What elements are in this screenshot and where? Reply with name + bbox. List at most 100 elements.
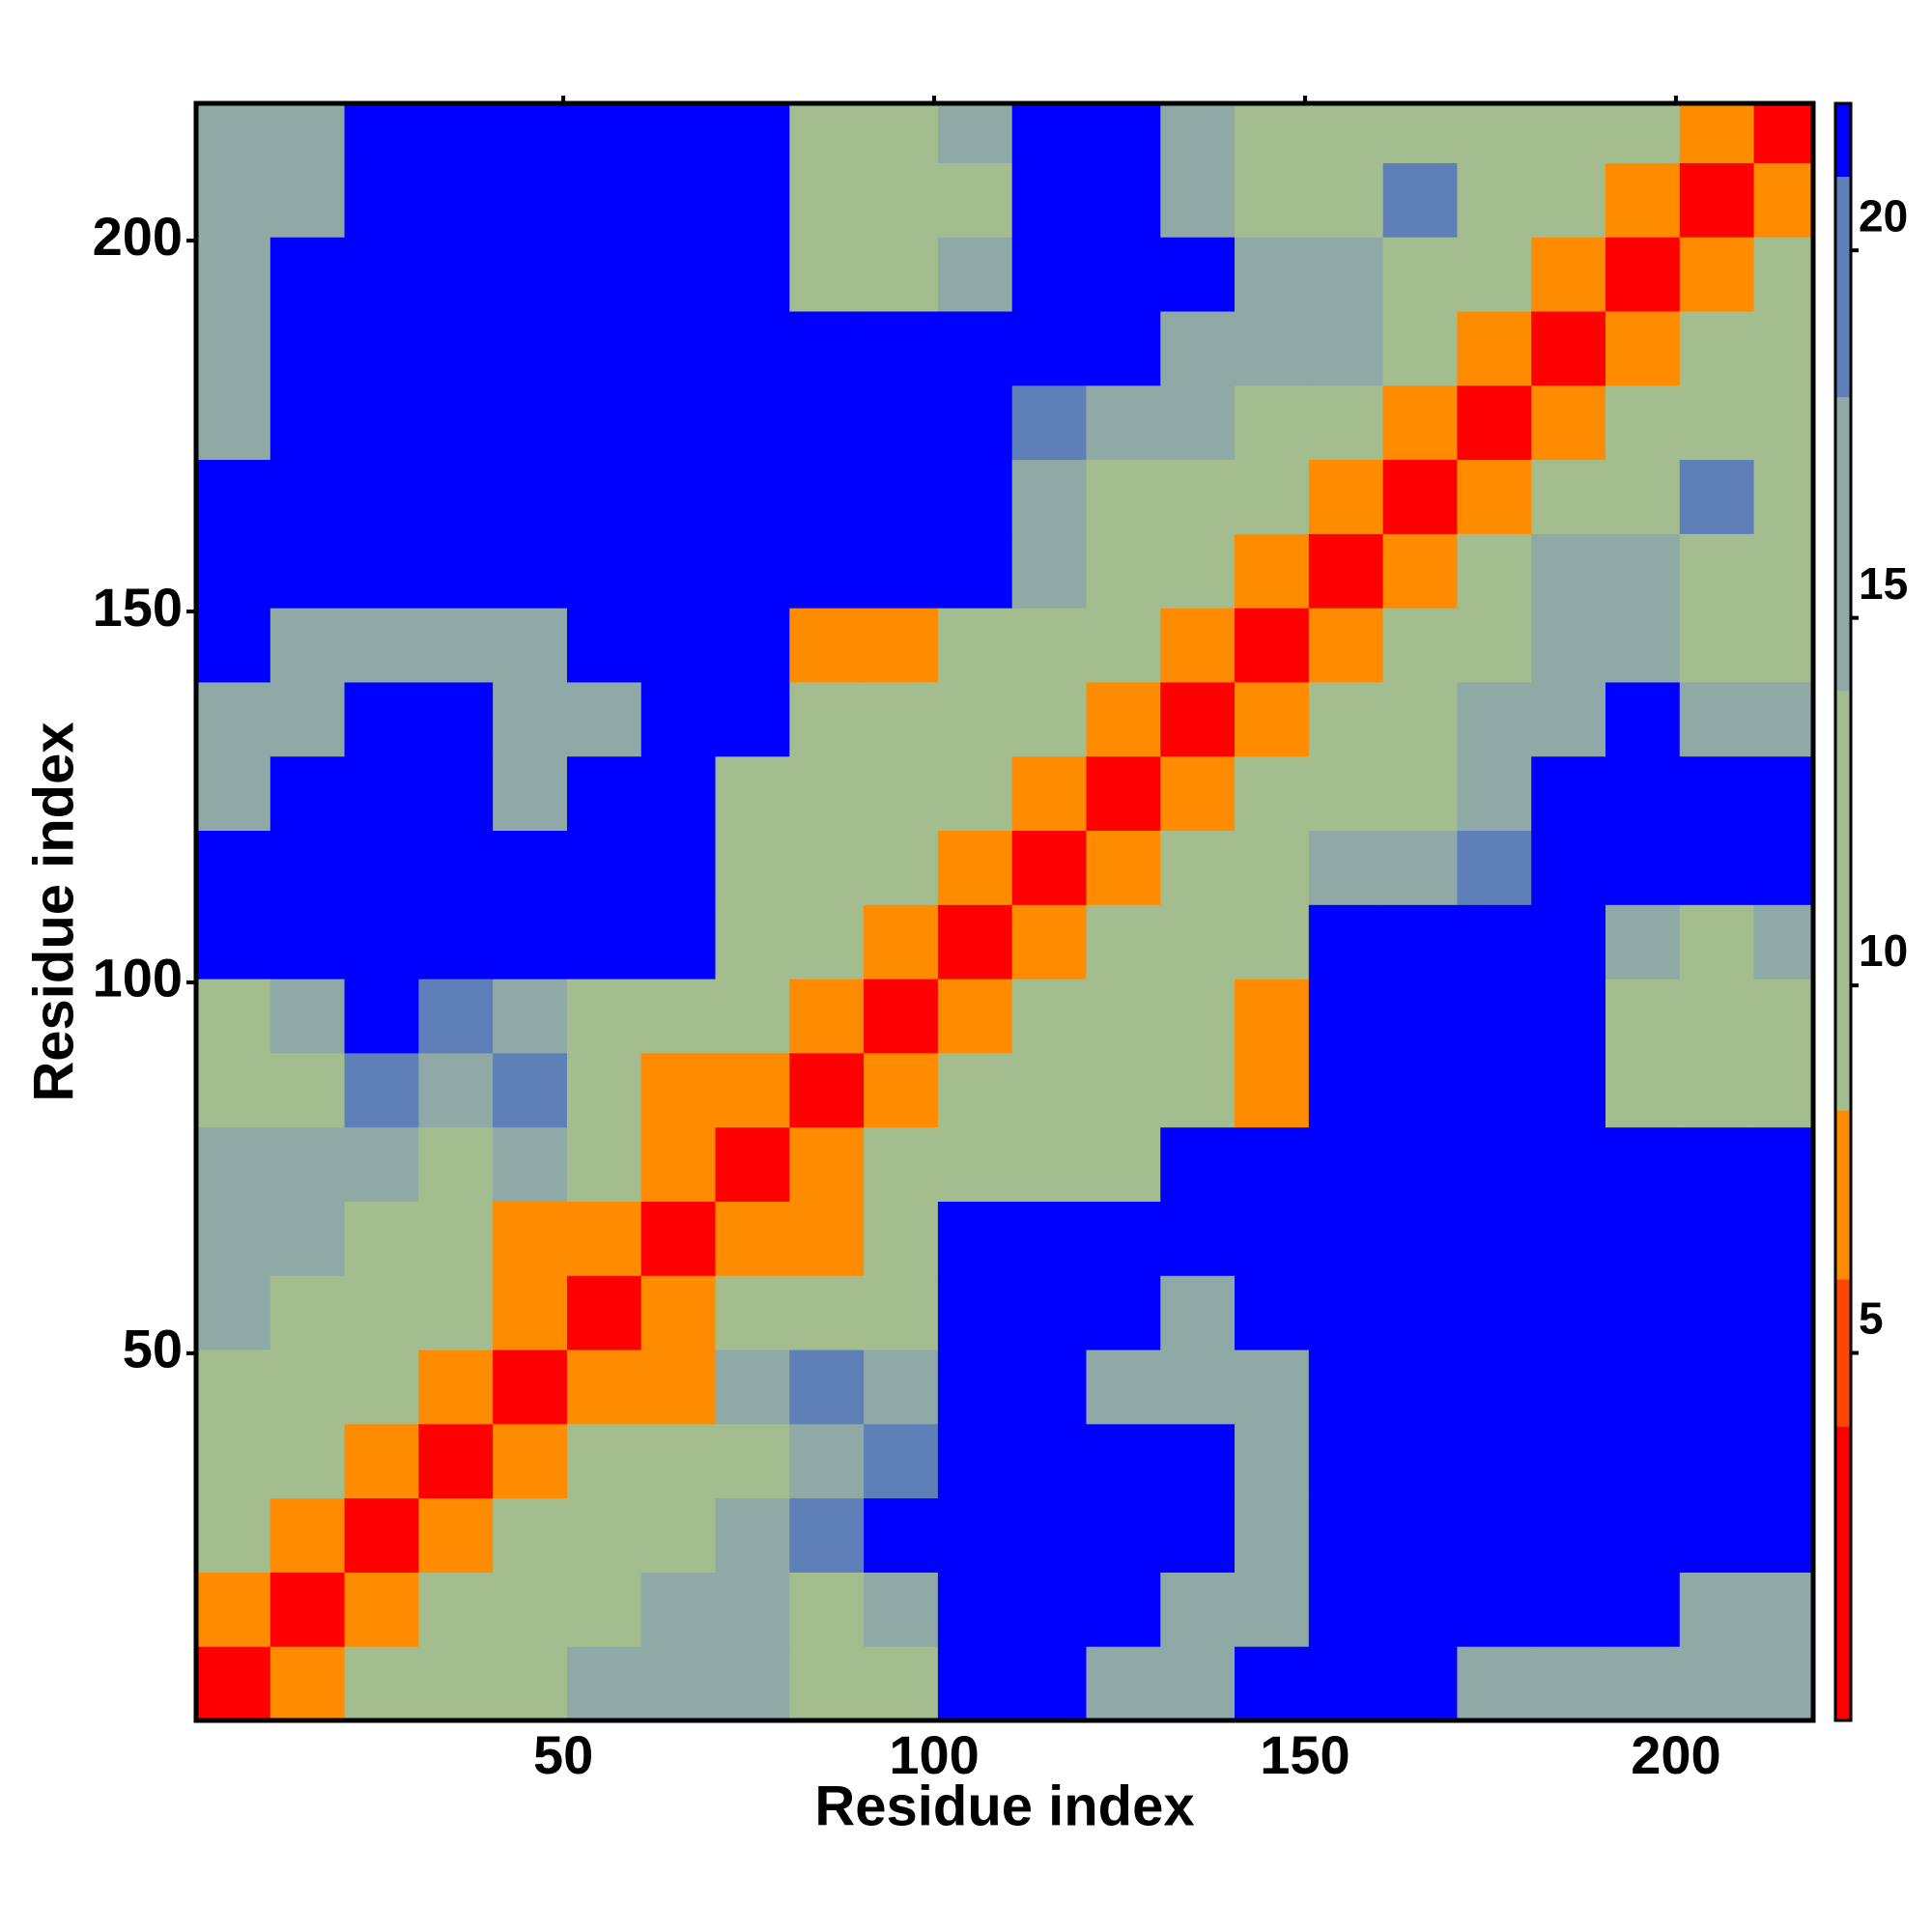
heatmap-cell [1531, 755, 1606, 832]
heatmap-cell [344, 1350, 419, 1425]
heatmap-cell [937, 979, 1013, 1054]
heatmap-cell [1160, 459, 1236, 534]
heatmap-cell [1605, 533, 1681, 609]
heatmap-cell [344, 979, 419, 1054]
heatmap-cell [1382, 162, 1458, 238]
heatmap-cell [493, 237, 568, 312]
heatmap-cell [1531, 608, 1606, 683]
heatmap-cell [1753, 904, 1814, 980]
heatmap-cell [789, 681, 865, 757]
heatmap-cell [1531, 1350, 1606, 1425]
heatmap-cell [344, 1497, 419, 1573]
heatmap-cell [864, 830, 939, 905]
heatmap-cell [937, 1497, 1013, 1573]
heatmap-cell [1308, 1052, 1384, 1128]
heatmap-cell [1160, 904, 1236, 980]
heatmap-cell [1457, 311, 1532, 386]
heatmap-cell [270, 1350, 346, 1425]
heatmap-cell [1011, 1350, 1087, 1425]
heatmap-cell [1605, 103, 1681, 163]
heatmap-cell [864, 1572, 939, 1647]
heatmap-cell [1235, 608, 1310, 683]
heatmap-cell [418, 1572, 494, 1647]
heatmap-cell [1605, 830, 1681, 905]
heatmap-cell [864, 162, 939, 238]
heatmap-cell [1308, 384, 1384, 461]
heatmap-cell [1235, 1126, 1310, 1202]
heatmap-cell [1086, 681, 1161, 757]
heatmap-cell [566, 533, 642, 609]
heatmap-cell [493, 311, 568, 386]
heatmap-cell [196, 1126, 271, 1202]
heatmap-cell [196, 755, 271, 832]
heatmap-cell [418, 533, 494, 609]
y-tick-label: 150 [93, 577, 183, 638]
heatmap-cell [1753, 103, 1814, 163]
heatmap-cell [344, 904, 419, 980]
heatmap-cell [344, 681, 419, 757]
x-tick-label: 150 [1260, 1724, 1350, 1785]
heatmap-cell [493, 103, 568, 163]
heatmap-cell [1382, 755, 1458, 832]
heatmap-cell [566, 830, 642, 905]
heatmap-cell [1382, 311, 1458, 386]
heatmap-cell [1753, 1201, 1814, 1276]
heatmap-cell [937, 1646, 1013, 1721]
heatmap-cell [1605, 681, 1681, 757]
heatmap-cell [270, 1052, 346, 1128]
heatmap-cell [1753, 830, 1814, 905]
heatmap-cell [1382, 103, 1458, 163]
heatmap-cell [1160, 384, 1236, 461]
heatmap-cell [566, 904, 642, 980]
heatmap-cell [270, 237, 346, 312]
heatmap-cell [1457, 1572, 1532, 1647]
heatmap-cell [418, 1423, 494, 1499]
heatmap-cell [1086, 830, 1161, 905]
heatmap-cell [1235, 1423, 1310, 1499]
heatmap-cell [1457, 1052, 1532, 1128]
heatmap-cell [1308, 311, 1384, 386]
heatmap-cell [864, 311, 939, 386]
y-tick-label: 200 [93, 206, 183, 267]
heatmap-cell [640, 1126, 717, 1202]
heatmap-cell [418, 1350, 494, 1425]
heatmap-cell [640, 1646, 717, 1721]
heatmap-cell [1160, 830, 1236, 905]
heatmap-cell [344, 830, 419, 905]
heatmap-cell [344, 103, 419, 163]
heatmap-cell [196, 384, 271, 461]
heatmap-cell [1160, 1497, 1236, 1573]
heatmap-cell [196, 830, 271, 905]
heatmap-cell [418, 1201, 494, 1276]
heatmap-cell [1160, 1350, 1236, 1425]
heatmap-cell [789, 1423, 865, 1499]
heatmap-cell [1753, 1497, 1814, 1573]
heatmap-cell [1011, 1275, 1087, 1350]
heatmap-cell [937, 311, 1013, 386]
heatmap-cell [1160, 311, 1236, 386]
heatmap-cell [196, 1646, 271, 1721]
heatmap-cell [1160, 608, 1236, 683]
heatmap-cell [1457, 1497, 1532, 1573]
heatmap-cell [1457, 608, 1532, 683]
heatmap-cell [1753, 755, 1814, 832]
heatmap-cell [418, 1275, 494, 1350]
heatmap-cell [1308, 1497, 1384, 1573]
heatmap-cell [715, 681, 790, 757]
heatmap-cell [418, 103, 494, 163]
heatmap-cell [1011, 237, 1087, 312]
heatmap-cell [640, 237, 717, 312]
heatmap-cell [864, 681, 939, 757]
heatmap-cell [715, 311, 790, 386]
heatmap-cell [1308, 1646, 1384, 1721]
heatmap-cell [418, 681, 494, 757]
heatmap-cell [864, 1275, 939, 1350]
heatmap-cell [1679, 979, 1755, 1054]
heatmap-cell [1382, 1201, 1458, 1276]
x-tick-label: 200 [1631, 1724, 1720, 1785]
heatmap-cell [640, 162, 717, 238]
heatmap-cell [1308, 830, 1384, 905]
heatmap-cell [937, 533, 1013, 609]
heatmap-cell [1086, 237, 1161, 312]
heatmap-cell [789, 904, 865, 980]
